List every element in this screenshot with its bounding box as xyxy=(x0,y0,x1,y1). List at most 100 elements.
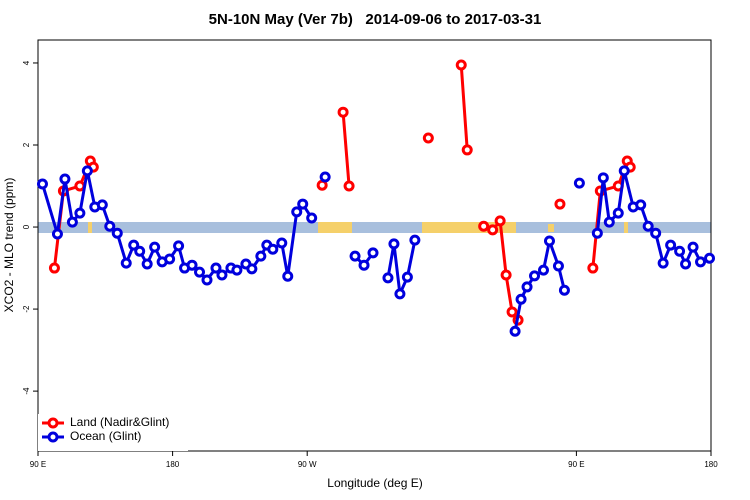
point xyxy=(478,220,490,232)
point xyxy=(319,171,331,183)
point xyxy=(231,264,243,276)
x-tick-label: 180 xyxy=(166,460,180,469)
legend-label: Land (Nadir&Glint) xyxy=(70,415,169,429)
point xyxy=(81,165,93,177)
point xyxy=(104,220,116,232)
point xyxy=(210,262,222,274)
point xyxy=(657,257,669,269)
point xyxy=(216,269,228,281)
point xyxy=(494,215,506,227)
point xyxy=(558,284,570,296)
point xyxy=(687,241,699,253)
point xyxy=(120,257,132,269)
point xyxy=(612,207,624,219)
point xyxy=(680,258,692,270)
point xyxy=(554,198,566,210)
point xyxy=(635,199,647,211)
point xyxy=(255,250,267,262)
point xyxy=(394,288,406,300)
land-patches xyxy=(88,222,628,233)
point xyxy=(186,259,198,271)
point xyxy=(388,238,400,250)
point xyxy=(642,220,654,232)
point xyxy=(487,224,499,236)
point xyxy=(66,216,78,228)
zero-band xyxy=(38,222,711,233)
point xyxy=(552,260,564,272)
y-axis-label: XCO2 - MLO trend (ppm) xyxy=(2,178,16,313)
y-tick-label: 0 xyxy=(22,224,31,229)
point xyxy=(343,180,355,192)
point xyxy=(367,247,379,259)
point xyxy=(349,250,361,262)
point xyxy=(515,293,527,305)
point xyxy=(543,235,555,247)
point xyxy=(455,59,467,71)
point xyxy=(149,241,161,253)
point xyxy=(382,272,394,284)
point xyxy=(128,239,140,251)
point xyxy=(597,172,609,184)
point xyxy=(409,234,421,246)
point xyxy=(603,216,615,228)
x-tick-label: 90 E xyxy=(30,460,46,469)
point xyxy=(500,269,512,281)
x-tick-label: 180 xyxy=(704,460,718,469)
series-line xyxy=(52,64,632,322)
y-tick-label: -2 xyxy=(22,305,31,313)
y-tick-label: -4 xyxy=(22,387,31,395)
x-tick-label: 90 W xyxy=(298,460,317,469)
point xyxy=(695,256,707,268)
point xyxy=(282,270,294,282)
y-tick-label: 2 xyxy=(22,142,31,147)
point xyxy=(246,263,258,275)
point xyxy=(134,245,146,257)
legend-label: Ocean (Glint) xyxy=(70,429,141,443)
point xyxy=(587,262,599,274)
point xyxy=(591,227,603,239)
x-tick-label: 90 E xyxy=(568,460,584,469)
point xyxy=(506,306,518,318)
legend-marker xyxy=(47,417,59,429)
point xyxy=(537,264,549,276)
chart-title: 5N-10N May (Ver 7b) 2014-09-06 to 2017-0… xyxy=(209,11,542,28)
point xyxy=(665,239,677,251)
point xyxy=(529,270,541,282)
point xyxy=(164,253,176,265)
point xyxy=(173,240,185,252)
point xyxy=(521,281,533,293)
point xyxy=(36,178,48,190)
point xyxy=(674,245,686,257)
point xyxy=(618,165,630,177)
point xyxy=(509,325,521,337)
point xyxy=(276,237,288,249)
point xyxy=(48,262,60,274)
x-axis-label: Longitude (deg E) xyxy=(327,476,422,490)
point xyxy=(337,106,349,118)
legend-marker xyxy=(47,431,59,443)
legend-box xyxy=(38,414,188,451)
point xyxy=(74,207,86,219)
point xyxy=(59,173,71,185)
point xyxy=(358,259,370,271)
y-tick-label: 4 xyxy=(22,60,31,65)
point xyxy=(573,177,585,189)
point xyxy=(267,243,279,255)
point xyxy=(297,198,309,210)
point xyxy=(461,144,473,156)
point xyxy=(201,274,213,286)
point xyxy=(291,206,303,218)
point xyxy=(422,132,434,144)
plot-frame xyxy=(37,39,712,452)
point xyxy=(650,227,662,239)
point xyxy=(51,228,63,240)
point xyxy=(194,266,206,278)
point xyxy=(96,199,108,211)
point xyxy=(401,271,413,283)
point xyxy=(111,227,123,239)
point xyxy=(306,212,318,224)
point xyxy=(704,252,716,264)
point xyxy=(141,258,153,270)
